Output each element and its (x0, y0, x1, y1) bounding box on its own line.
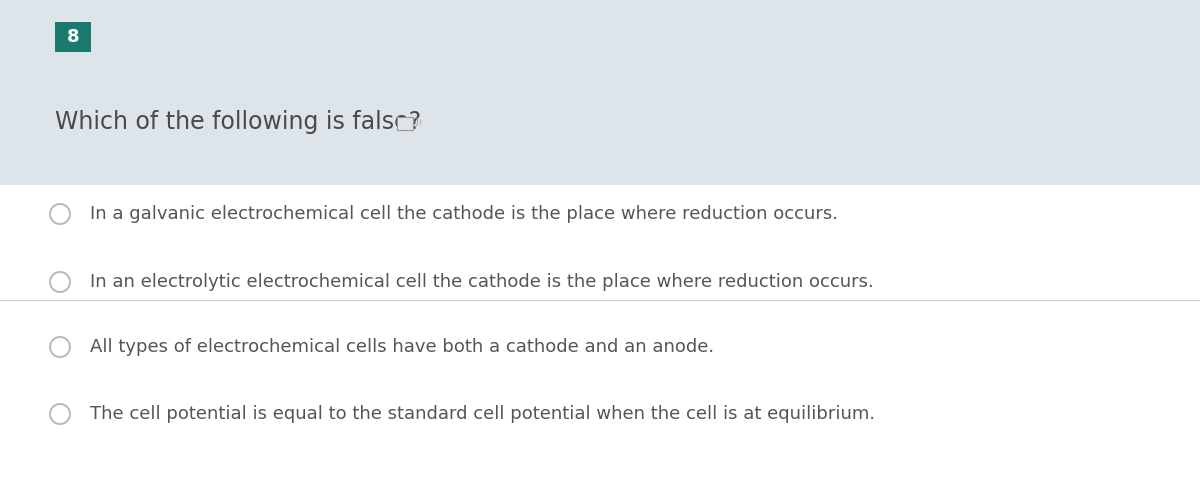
FancyBboxPatch shape (397, 117, 413, 130)
Text: In an electrolytic electrochemical cell the cathode is the place where reduction: In an electrolytic electrochemical cell … (90, 273, 874, 291)
Text: 8: 8 (67, 28, 79, 46)
Circle shape (50, 404, 70, 424)
Text: The cell potential is equal to the standard cell potential when the cell is at e: The cell potential is equal to the stand… (90, 405, 875, 423)
Circle shape (50, 272, 70, 292)
Text: Which of the following is false?: Which of the following is false? (55, 110, 421, 134)
Circle shape (50, 337, 70, 357)
FancyBboxPatch shape (55, 22, 91, 52)
Text: In a galvanic electrochemical cell the cathode is the place where reduction occu: In a galvanic electrochemical cell the c… (90, 205, 838, 223)
FancyBboxPatch shape (0, 0, 1200, 185)
Circle shape (50, 204, 70, 224)
Text: ): ) (414, 117, 418, 127)
Text: ): ) (418, 119, 421, 125)
Text: All types of electrochemical cells have both a cathode and an anode.: All types of electrochemical cells have … (90, 338, 714, 356)
